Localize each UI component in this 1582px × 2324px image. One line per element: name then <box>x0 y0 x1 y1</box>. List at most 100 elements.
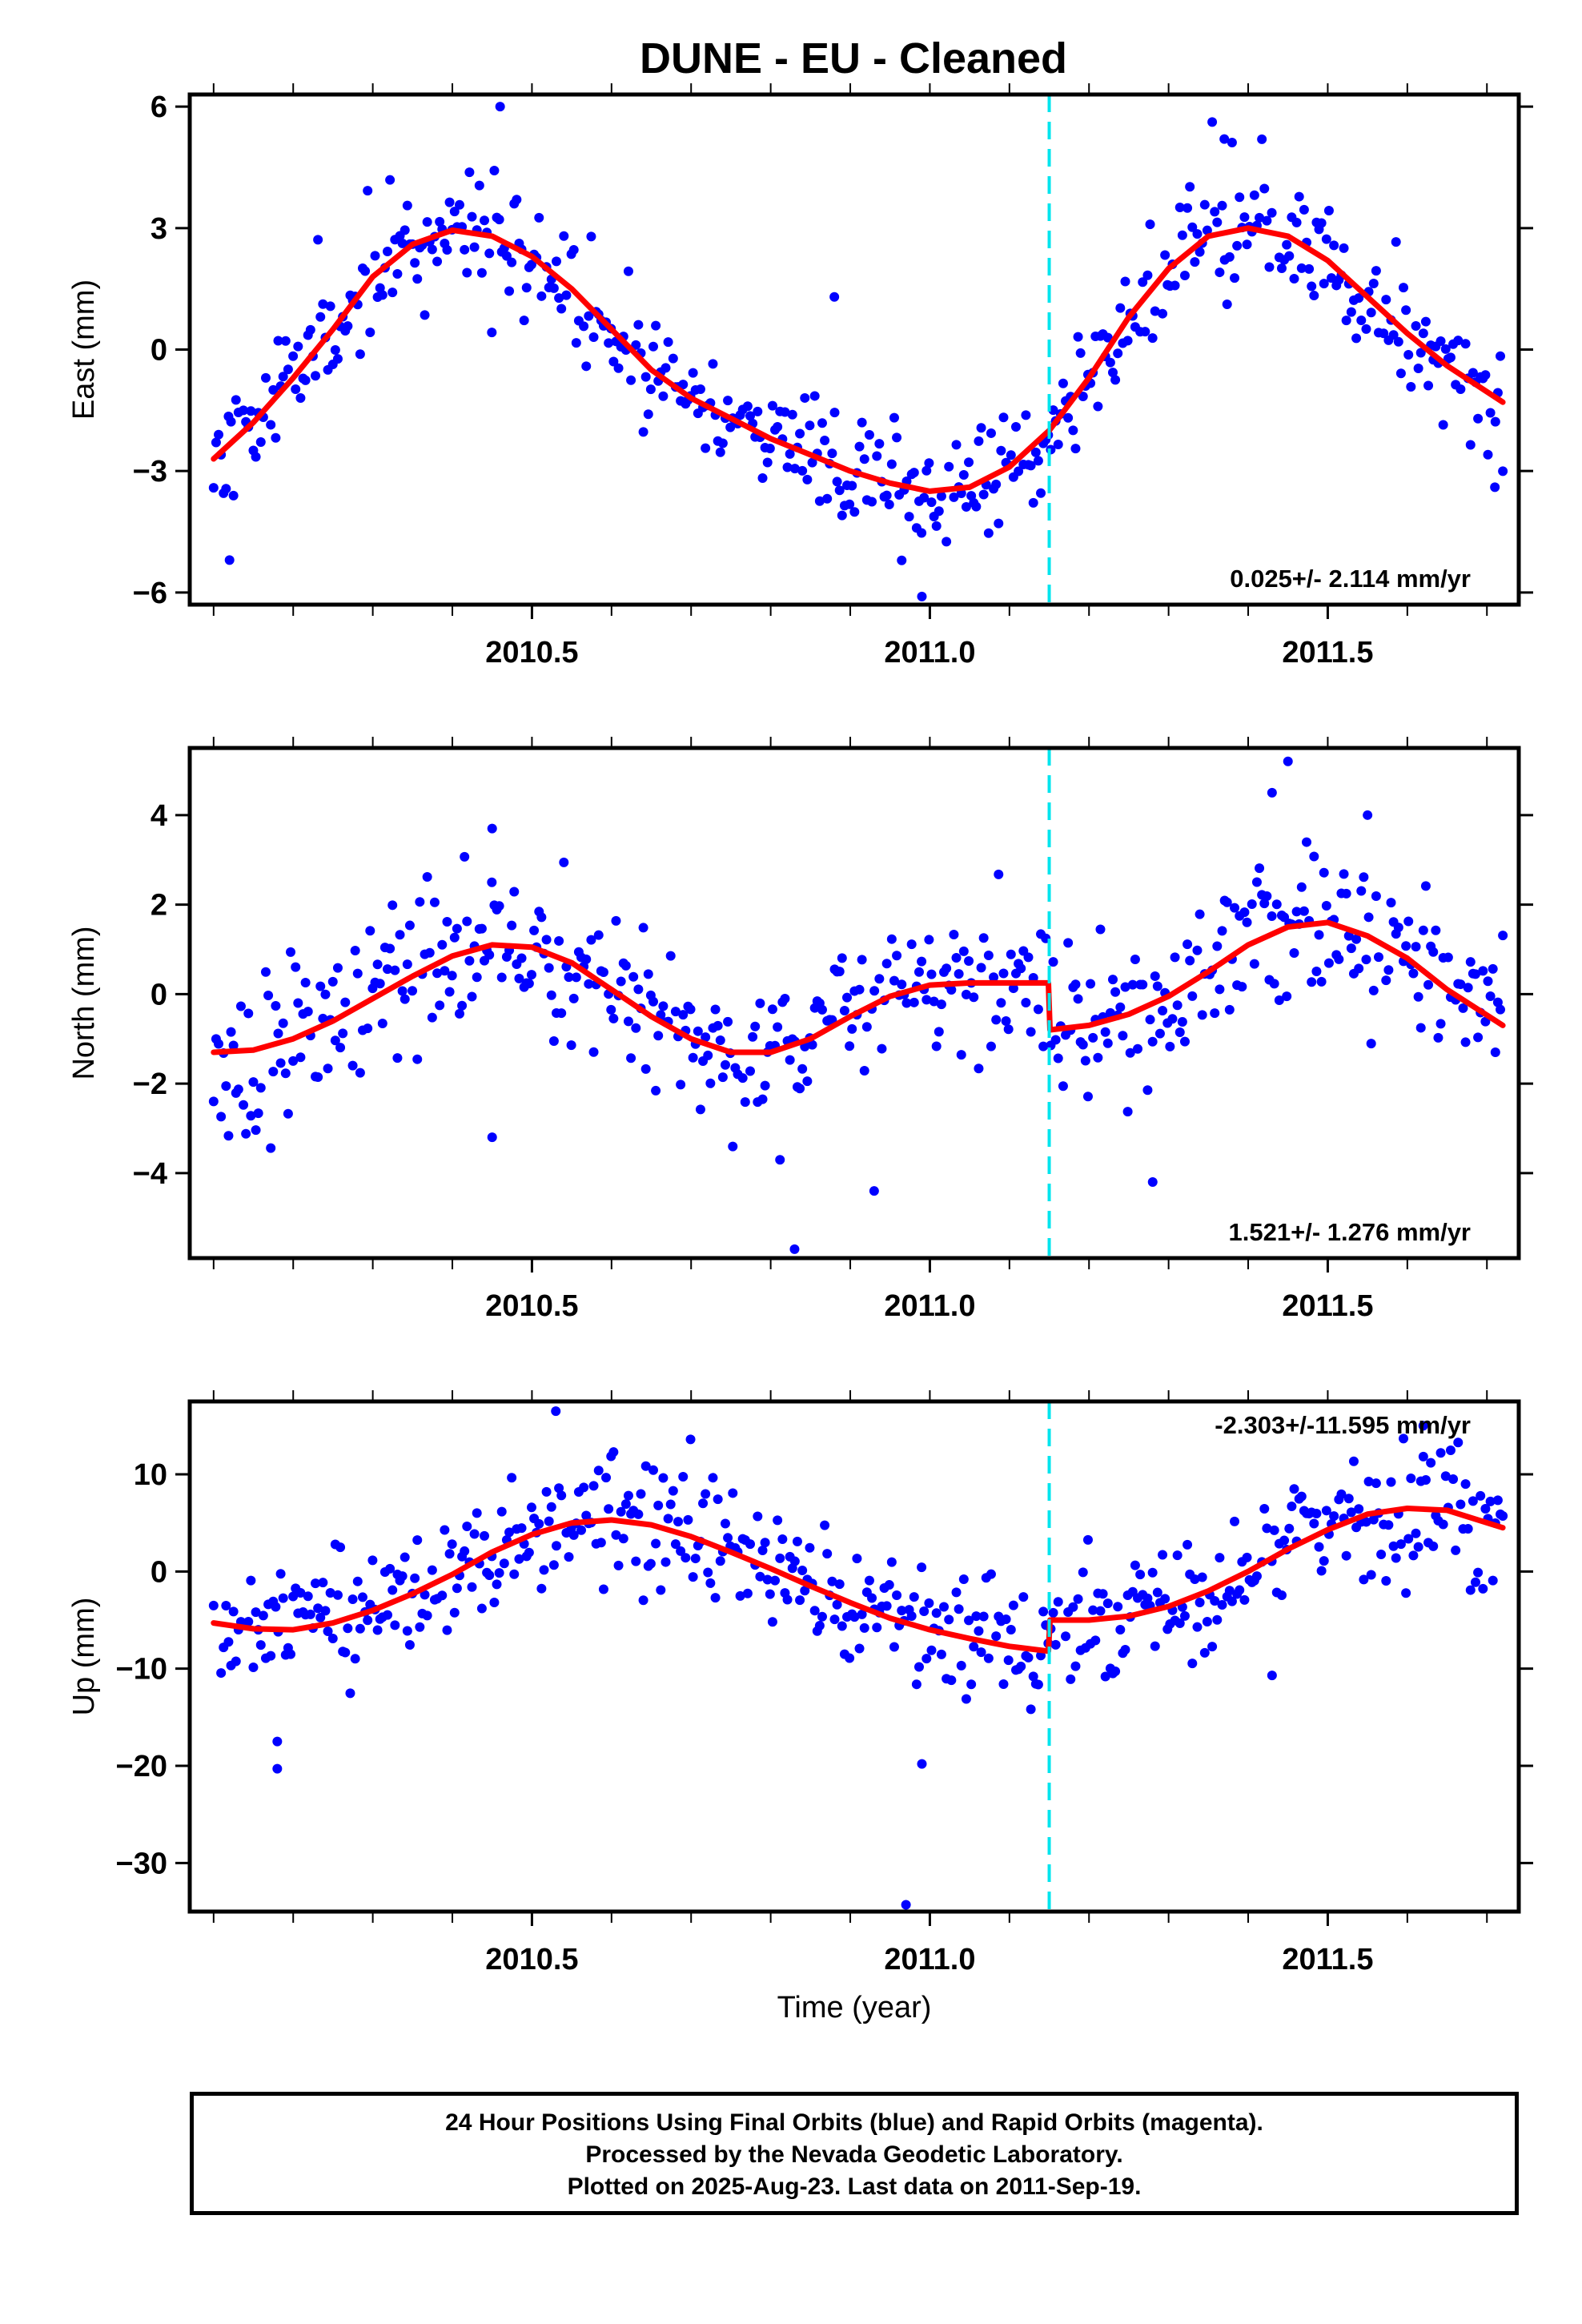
data-point <box>861 1022 872 1032</box>
data-point <box>504 286 515 296</box>
data-point <box>717 1072 728 1083</box>
data-point <box>1371 1478 1381 1489</box>
data-point <box>1133 1043 1143 1054</box>
data-point <box>1460 339 1471 349</box>
data-point <box>944 461 954 472</box>
data-point <box>1413 364 1423 374</box>
data-point <box>661 363 671 373</box>
data-point <box>1291 907 1302 917</box>
data-point <box>1458 1003 1468 1013</box>
data-point <box>1230 903 1240 913</box>
data-point <box>548 1035 559 1046</box>
data-point <box>300 375 311 385</box>
data-point <box>715 1556 725 1566</box>
data-point <box>273 1028 283 1039</box>
data-point <box>1476 1490 1486 1501</box>
data-point <box>422 1610 432 1621</box>
data-point <box>251 452 261 462</box>
data-point <box>924 935 934 945</box>
data-point <box>1142 270 1153 280</box>
data-point <box>854 1643 865 1654</box>
data-point <box>633 984 644 995</box>
data-point <box>936 491 946 501</box>
data-point <box>1401 305 1411 316</box>
data-point <box>1016 963 1026 974</box>
data-point <box>1210 1595 1220 1606</box>
data-point <box>327 976 338 987</box>
data-point <box>1307 281 1317 292</box>
data-point <box>983 950 994 960</box>
data-point <box>1321 234 1331 244</box>
data-point <box>221 1601 231 1611</box>
data-point <box>802 474 813 485</box>
data-point <box>1122 1107 1133 1117</box>
data-point <box>216 1112 227 1122</box>
data-point <box>571 972 581 983</box>
data-point <box>1329 240 1339 251</box>
data-point <box>909 997 919 1007</box>
data-point <box>1276 263 1287 274</box>
data-point <box>1033 1679 1043 1690</box>
data-point <box>318 299 328 309</box>
data-point <box>584 979 594 989</box>
data-point <box>931 1041 942 1051</box>
x-axis-label: Time (year) <box>777 1991 932 2024</box>
data-point <box>415 1622 425 1632</box>
data-point <box>986 428 996 438</box>
data-point <box>976 423 986 433</box>
data-point <box>1063 412 1074 423</box>
x-tick-label: 2011.5 <box>1282 1289 1373 1323</box>
data-point <box>427 1012 437 1023</box>
data-point <box>1068 1602 1078 1612</box>
data-point <box>1381 295 1391 305</box>
data-point <box>454 199 464 210</box>
data-point <box>1147 1036 1158 1047</box>
data-point <box>913 967 924 977</box>
data-point <box>588 1047 599 1057</box>
data-point <box>243 1008 254 1019</box>
data-point <box>1363 1477 1374 1487</box>
data-point <box>469 1529 480 1539</box>
data-point <box>248 1077 259 1088</box>
data-point <box>422 217 432 227</box>
data-point <box>397 986 408 996</box>
data-point <box>931 1608 942 1618</box>
data-point <box>872 1622 882 1633</box>
data-point <box>924 1598 934 1608</box>
data-point <box>1443 952 1453 963</box>
data-point <box>305 1609 315 1619</box>
data-point <box>1222 300 1232 310</box>
data-point <box>355 1068 365 1078</box>
data-point <box>906 939 917 950</box>
data-point <box>1010 422 1021 432</box>
data-point <box>352 968 363 979</box>
data-point <box>991 1631 1002 1642</box>
data-point <box>579 321 589 332</box>
data-point <box>797 465 808 476</box>
data-point <box>1016 1661 1026 1671</box>
data-point <box>437 939 448 950</box>
data-point <box>355 1623 365 1634</box>
data-point <box>822 1549 833 1559</box>
data-point <box>231 395 241 405</box>
data-point <box>820 1520 830 1530</box>
data-point <box>1299 906 1309 916</box>
data-point <box>1036 488 1046 498</box>
data-point <box>541 935 552 945</box>
data-point <box>1411 321 1421 332</box>
data-point <box>1073 994 1083 1004</box>
data-point <box>809 1606 820 1616</box>
data-point <box>683 1514 693 1525</box>
data-point <box>1381 1575 1391 1586</box>
data-point <box>720 1518 730 1529</box>
data-point <box>1082 1092 1093 1102</box>
data-point <box>462 267 472 278</box>
data-point <box>435 1000 445 1011</box>
data-point <box>383 1610 393 1620</box>
data-point <box>1485 408 1496 418</box>
data-point <box>934 1027 944 1037</box>
data-point <box>919 1606 930 1617</box>
data-point <box>1033 1004 1043 1015</box>
data-point <box>845 1041 855 1051</box>
data-point <box>897 1606 907 1616</box>
